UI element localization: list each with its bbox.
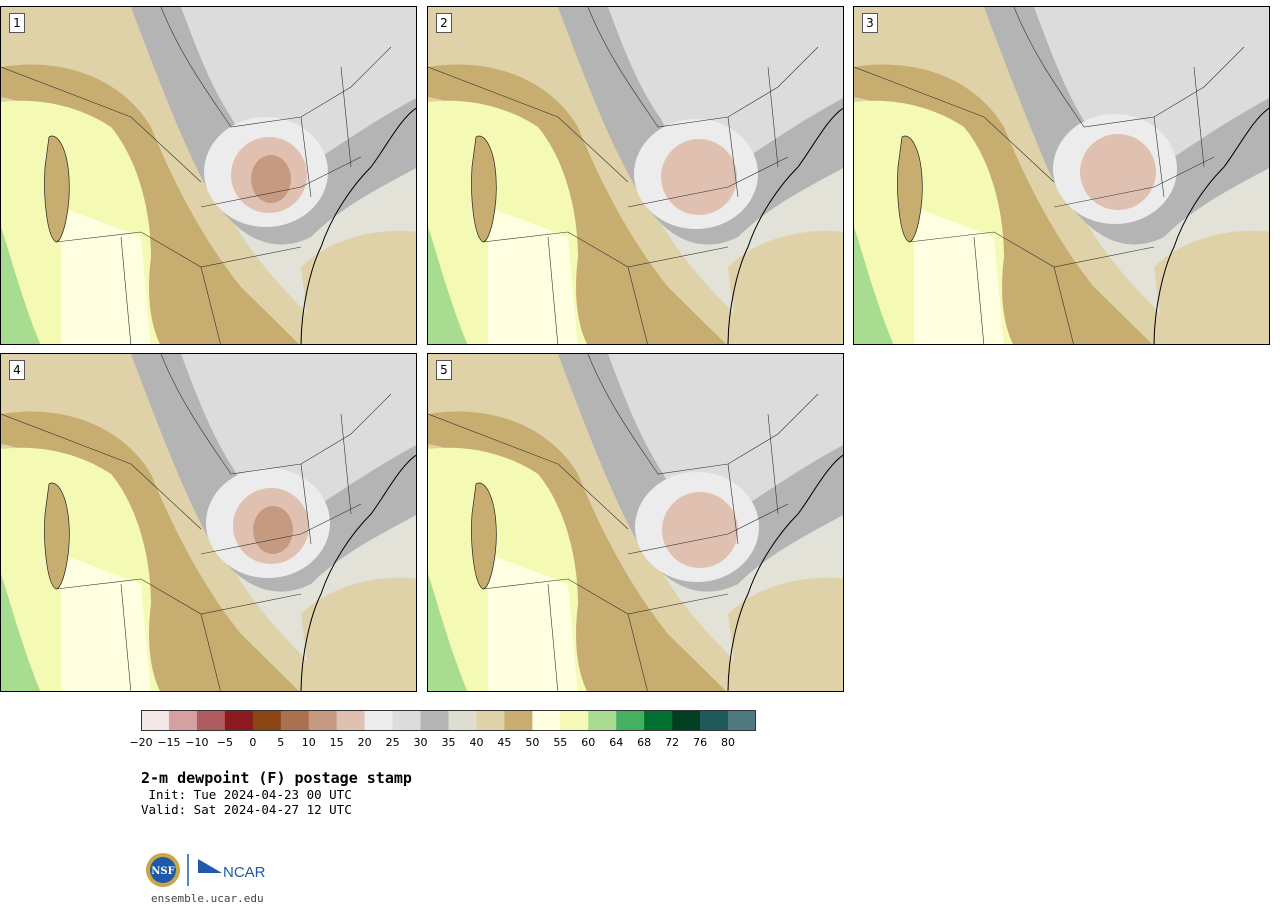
init-time: Init: Tue 2024-04-23 00 UTC: [141, 787, 352, 802]
svg-text:NCAR: NCAR: [223, 864, 266, 881]
colorbar-tick-label: 10: [301, 736, 316, 749]
colorbar-swatch: [336, 710, 365, 731]
colorbar-swatch: [616, 710, 645, 731]
panel-number-label: 5: [436, 360, 452, 380]
dewpoint-map-1: [1, 7, 416, 344]
colorbar-swatch: [728, 710, 756, 731]
colorbar-tick-label: 20: [357, 736, 372, 749]
ncar-mark-icon: [198, 859, 222, 873]
colorbar-tick-label: 30: [413, 736, 428, 749]
map-panel-1: 1: [0, 6, 417, 345]
colorbar-swatch: [672, 710, 701, 731]
dewpoint-map-3: [854, 7, 1269, 344]
colorbar-tick-label: 0: [249, 736, 257, 749]
svg-text:NSF: NSF: [151, 866, 174, 877]
nsf-ncar-logo: NSF NCAR: [146, 853, 266, 887]
colorbar-swatch: [532, 710, 561, 731]
colorbar-tick-label: 50: [525, 736, 540, 749]
colorbar-tick-label: 40: [469, 736, 484, 749]
colorbar-swatch: [196, 710, 226, 731]
valid-time: Valid: Sat 2024-04-27 12 UTC: [141, 802, 352, 817]
colorbar-swatch: [224, 710, 254, 731]
colorbar-tick-label: 25: [385, 736, 400, 749]
panel-number-label: 4: [9, 360, 25, 380]
map-panel-5: 5: [427, 353, 844, 692]
colorbar-swatch: [644, 710, 673, 731]
website-url: ensemble.ucar.edu: [151, 892, 264, 905]
colorbar-swatch: [308, 710, 337, 731]
colorbar-tick-label: 72: [665, 736, 680, 749]
colorbar-tick-label: 80: [721, 736, 736, 749]
colorbar-tick-label: 68: [637, 736, 652, 749]
colorbar-swatch: [420, 710, 449, 731]
colorbar-swatch: [476, 710, 505, 731]
colorbar-tick-label: 64: [609, 736, 624, 749]
map-panel-4: 4: [0, 353, 417, 692]
colorbar-swatch: [700, 710, 729, 731]
colorbar-swatch: [141, 710, 170, 731]
colorbar-tick-label: 60: [581, 736, 596, 749]
colorbar-tick-label: 15: [329, 736, 344, 749]
panel-number-label: 1: [9, 13, 25, 33]
colorbar-swatch: [560, 710, 589, 731]
colorbar-swatch: [252, 710, 282, 731]
colorbar-swatch: [364, 710, 393, 731]
dewpoint-map-4: [1, 354, 416, 691]
colorbar-tick-label: −15: [157, 736, 181, 749]
colorbar-swatch: [448, 710, 477, 731]
colorbar-swatch: [588, 710, 617, 731]
colorbar-swatch: [504, 710, 533, 731]
colorbar-swatch: [280, 710, 310, 731]
colorbar-tick-label: 5: [277, 736, 285, 749]
colorbar-tick-label: 35: [441, 736, 456, 749]
colorbar-tick-label: −5: [216, 736, 233, 749]
colorbar-swatch: [168, 710, 198, 731]
map-panel-2: 2: [427, 6, 844, 345]
colorbar: [141, 710, 756, 731]
map-panel-3: 3: [853, 6, 1270, 345]
colorbar-tick-label: −10: [185, 736, 209, 749]
colorbar-tick-label: 55: [553, 736, 568, 749]
colorbar-tick-label: −20: [129, 736, 153, 749]
dewpoint-map-2: [428, 7, 843, 344]
dewpoint-map-5: [428, 354, 843, 691]
panel-number-label: 3: [862, 13, 878, 33]
colorbar-swatch: [392, 710, 421, 731]
colorbar-tick-label: 45: [497, 736, 512, 749]
panel-number-label: 2: [436, 13, 452, 33]
colorbar-tick-label: 76: [693, 736, 708, 749]
chart-title: 2-m dewpoint (F) postage stamp: [141, 769, 412, 787]
